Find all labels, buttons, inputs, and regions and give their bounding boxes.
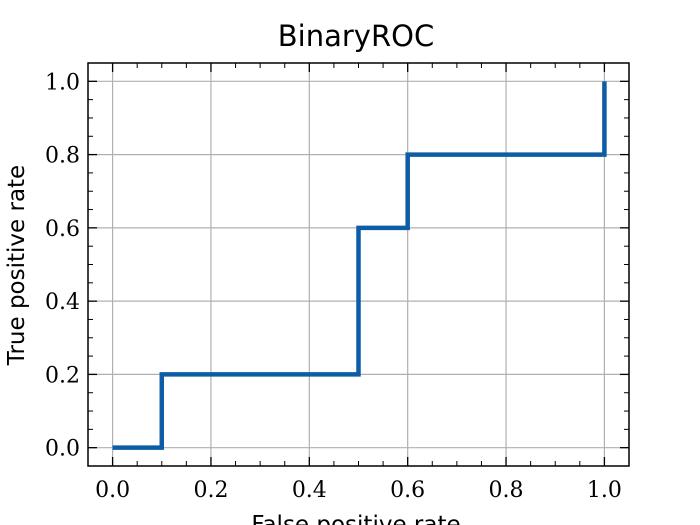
x-axis-label: False positive rate bbox=[251, 512, 460, 525]
y-tick-label-4: 0.8 bbox=[45, 144, 80, 169]
axis-ticks bbox=[87, 62, 630, 467]
chart-title: BinaryROC bbox=[278, 19, 434, 53]
series-layer bbox=[112, 81, 607, 450]
y-axis-label: True positive rate bbox=[4, 165, 30, 366]
x-tick-label-5: 1.0 bbox=[587, 478, 622, 503]
x-tick-label-1: 0.2 bbox=[193, 478, 228, 503]
roc-curve-line-0 bbox=[112, 81, 607, 450]
x-tick-label-2: 0.4 bbox=[292, 478, 327, 503]
x-tick-labels: 0.0 0.2 0.4 0.6 0.8 1.0 bbox=[95, 478, 622, 503]
y-tick-labels: 0.0 0.2 0.4 0.6 0.8 1.0 bbox=[45, 70, 80, 461]
y-tick-label-5: 1.0 bbox=[45, 70, 80, 95]
y-tick-label-2: 0.4 bbox=[45, 290, 80, 315]
y-tick-label-3: 0.6 bbox=[45, 217, 80, 242]
x-tick-label-0: 0.0 bbox=[95, 478, 130, 503]
y-tick-label-1: 0.2 bbox=[45, 363, 80, 388]
x-tick-label-4: 0.8 bbox=[489, 478, 524, 503]
y-tick-label-0: 0.0 bbox=[45, 437, 80, 462]
x-tick-label-3: 0.6 bbox=[390, 478, 425, 503]
